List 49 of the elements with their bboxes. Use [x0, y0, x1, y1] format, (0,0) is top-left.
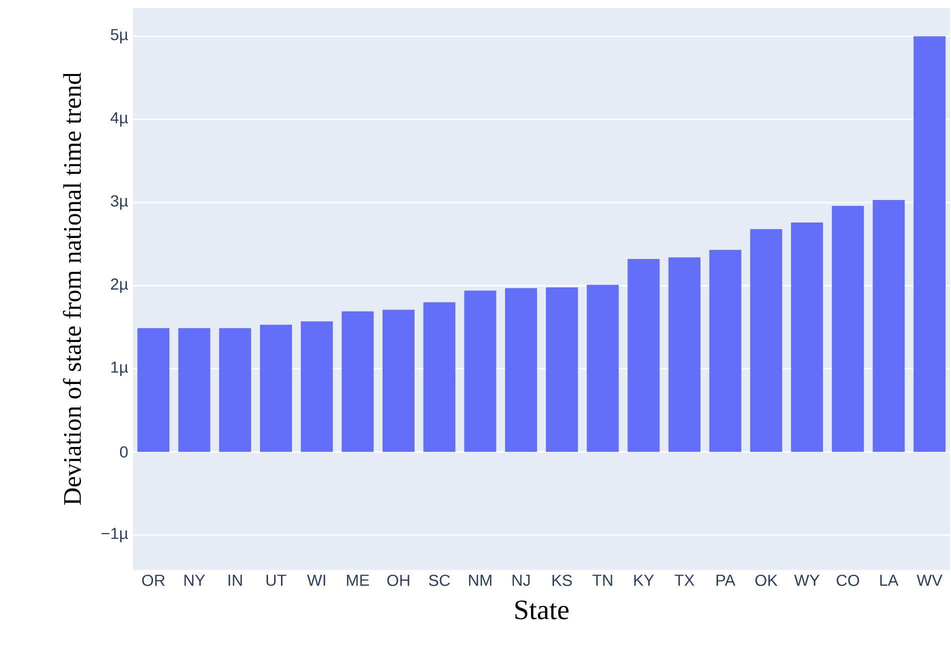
x-tick-label: IN	[228, 574, 242, 586]
bar	[750, 229, 782, 452]
bar	[709, 250, 742, 452]
y-tick-label: −1µ	[102, 528, 128, 542]
x-tick-label: CO	[836, 574, 860, 586]
x-tick-label: TN	[592, 574, 612, 586]
x-tick-label: NJ	[512, 574, 530, 586]
x-tick-label: TX	[674, 574, 694, 586]
x-tick-label: NY	[184, 574, 206, 586]
x-tick-label: ME	[346, 574, 369, 586]
x-tick-label: PA	[716, 574, 736, 586]
x-axis-title: State	[515, 600, 569, 620]
y-tick-label: 5µ	[110, 29, 128, 44]
x-tick-label: NM	[469, 574, 492, 586]
bar	[668, 257, 700, 452]
y-tick-label: 2µ	[110, 278, 128, 293]
bar	[464, 290, 496, 452]
bar	[342, 311, 374, 452]
bar	[178, 328, 210, 452]
x-tick-label: UT	[266, 574, 286, 586]
x-tick-label: OR	[142, 574, 165, 586]
x-tick-label: OK	[755, 574, 778, 586]
bar	[914, 36, 946, 452]
bar	[628, 259, 660, 452]
x-tick-label: KY	[634, 574, 654, 586]
y-tick-label: 3µ	[110, 195, 128, 210]
y-tick-label: 4µ	[110, 112, 128, 127]
x-tick-label: WY	[794, 574, 820, 586]
bar	[137, 328, 170, 452]
y-tick-label: 0	[120, 446, 128, 458]
bar	[872, 200, 905, 452]
bar	[546, 287, 578, 452]
bar	[219, 328, 252, 452]
bar	[791, 222, 824, 452]
bar	[382, 310, 415, 452]
x-tick-label: KS	[552, 574, 572, 586]
y-axis-title: Deviation of state from national time trend	[62, 72, 82, 505]
bar	[586, 284, 619, 452]
bar	[423, 302, 456, 452]
y-tick-label: 1µ	[111, 362, 128, 376]
x-tick-label: WV	[916, 574, 942, 586]
x-tick-label: WI	[307, 574, 326, 586]
x-tick-label: LA	[880, 574, 898, 586]
x-tick-label: SC	[428, 574, 450, 586]
x-tick-label: OH	[387, 574, 410, 586]
bar	[832, 206, 864, 452]
bar	[300, 321, 333, 452]
bar	[505, 288, 538, 452]
bar	[260, 324, 292, 452]
